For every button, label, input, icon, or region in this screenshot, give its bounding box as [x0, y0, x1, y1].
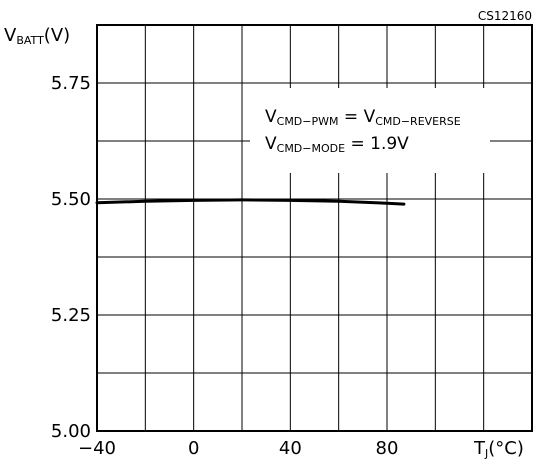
x-axis-label: TJ(°C)	[473, 438, 524, 460]
y-axis-label-sub: BATT	[16, 34, 44, 47]
y-axis-label-main: V	[4, 25, 17, 46]
series-layer	[95, 198, 406, 206]
y-tick-label: 5.25	[51, 305, 91, 326]
annotation-line2: VCMD−MODE = 1.9V	[265, 134, 409, 155]
annotation-sub3: CMD−MODE	[277, 142, 345, 155]
annotation-sub2: CMD−REVERSE	[375, 115, 461, 128]
x-tick-label: 0	[188, 438, 199, 459]
figure-id: CS12160	[478, 9, 532, 23]
y-tick-label: 5.75	[51, 73, 91, 94]
x-axis-label-sub: J	[484, 447, 488, 460]
x-tick-label: −40	[78, 438, 116, 459]
y-axis-label-unit: (V)	[44, 25, 70, 46]
x-axis-label-unit: (°C)	[488, 438, 524, 459]
annotation-v2: V	[364, 107, 376, 127]
y-tick-label: 5.50	[51, 189, 91, 210]
x-axis-label-main: T	[473, 438, 486, 459]
annotation-eq1: =	[339, 107, 364, 127]
y-tick-label: 5.00	[51, 421, 91, 442]
y-axis-label: VBATT(V)	[4, 25, 70, 47]
series-line	[95, 198, 406, 206]
annotation-v3: V	[265, 134, 277, 154]
plot-frame	[96, 24, 533, 432]
x-tick-label: 80	[376, 438, 399, 459]
y-tick-labels: 5.00 5.25 5.50 5.75	[51, 73, 91, 442]
annotation-line1: VCMD−PWM = VCMD−REVERSE	[265, 107, 461, 128]
annotation-box	[250, 88, 490, 173]
annotation-value: 1.9V	[370, 134, 409, 154]
annotation-v1: V	[265, 107, 277, 127]
x-tick-label: 40	[279, 438, 302, 459]
grid-lines	[96, 24, 533, 432]
annotation-eq2: =	[345, 134, 370, 154]
x-tick-labels: −40 0 40 80	[78, 438, 398, 459]
annotation-sub1: CMD−PWM	[277, 115, 339, 128]
